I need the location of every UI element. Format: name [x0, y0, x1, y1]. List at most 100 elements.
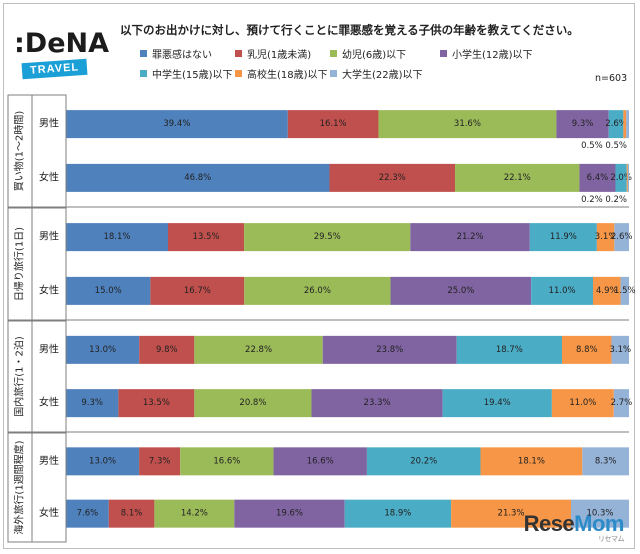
data-label: 39.4% — [163, 119, 190, 129]
watermark-subtext: リセマム — [598, 536, 625, 543]
data-label: 18.9% — [384, 509, 411, 519]
dena-travel-logo: :DeNA TRAVEL — [14, 28, 110, 80]
data-label: 7.3% — [149, 456, 171, 466]
legend-label: 乳児(1歳未満) — [247, 50, 312, 61]
legend-item: 小学生(12歳)以下 — [440, 46, 533, 61]
bar-segment — [118, 389, 195, 418]
data-label: 20.2% — [410, 456, 437, 466]
bar-segment — [108, 499, 155, 528]
data-label: 6.4% — [587, 173, 609, 183]
bar-segment — [562, 335, 612, 364]
bar-segment — [66, 335, 140, 364]
legend-label: 幼児(6歳)以下 — [342, 50, 407, 61]
data-label: 22.3% — [379, 173, 406, 183]
data-label: 25.0% — [447, 286, 474, 296]
legend-swatch — [235, 50, 242, 57]
bar-segment — [378, 110, 557, 139]
row-label: 男性 — [39, 342, 59, 355]
data-label: 14.2% — [181, 509, 208, 519]
bar-segment — [244, 223, 411, 252]
bar-segment — [623, 110, 627, 139]
data-label: 11.9% — [550, 232, 577, 242]
bar-segment — [613, 389, 629, 418]
legend-item: 乳児(1歳未満) — [235, 46, 311, 61]
data-label: 2.7% — [611, 398, 633, 408]
bar-segment — [139, 447, 181, 476]
row-label: 男性 — [39, 454, 59, 467]
data-label: 16.1% — [320, 119, 347, 129]
data-label: 2.0% — [610, 173, 632, 183]
bar-segment — [614, 223, 629, 252]
bar-segment — [66, 110, 288, 139]
bar-segment — [66, 389, 119, 418]
bar-segment — [451, 499, 572, 528]
bar-segment — [627, 163, 629, 192]
legend-item: 高校生(18歳)以下 — [235, 66, 328, 81]
group-label: 買い物(1〜2時間) — [13, 111, 26, 192]
data-label: 31.6% — [454, 119, 481, 129]
data-label: 13.5% — [193, 232, 220, 242]
data-label: 21.3% — [498, 509, 525, 519]
bar-segment — [410, 223, 530, 252]
data-label: 46.8% — [184, 173, 211, 183]
legend-item: 中学生(15歳)以下 — [140, 66, 233, 81]
bar-segment — [615, 163, 627, 192]
bar-segment — [620, 276, 629, 305]
bar-segment — [66, 163, 330, 192]
bar-segment — [551, 389, 614, 418]
bar-segment — [66, 223, 169, 252]
data-label: 1.5% — [614, 286, 636, 296]
data-label: 19.6% — [276, 509, 303, 519]
bar-segment — [66, 276, 151, 305]
row-label-box — [31, 320, 67, 433]
logo-text: :DeNA — [14, 28, 110, 59]
watermark-text-a: Rese — [523, 511, 575, 536]
bar-segment — [366, 447, 481, 476]
bar-segment — [593, 276, 621, 305]
bar-segment — [66, 447, 140, 476]
data-label: 16.6% — [307, 456, 334, 466]
data-label: 21.2% — [457, 232, 484, 242]
bar-segment — [626, 163, 628, 192]
data-label: 18.1% — [518, 456, 545, 466]
bar-segment — [579, 163, 616, 192]
bar-segment — [287, 110, 379, 139]
data-label: 18.1% — [103, 232, 130, 242]
data-label: 23.3% — [364, 398, 391, 408]
bar-segment — [582, 447, 629, 476]
small-values-label: 0.2% 0.2% — [581, 195, 627, 205]
data-label: 8.8% — [576, 345, 598, 355]
legend-swatch — [330, 50, 337, 57]
bar-segment — [244, 276, 391, 305]
small-values-label: 0.5% 0.5% — [581, 141, 627, 151]
row-label-box — [31, 432, 67, 543]
bar-segment — [168, 223, 245, 252]
bar-segment — [273, 447, 367, 476]
legend-item: 幼児(6歳)以下 — [330, 46, 406, 61]
bar-segment — [571, 499, 629, 528]
row-label: 男性 — [39, 117, 59, 130]
data-label: 4.9% — [596, 286, 618, 296]
bar-segment — [456, 335, 563, 364]
legend-label: 中学生(15歳)以下 — [152, 70, 233, 81]
legend-label: 高校生(18歳)以下 — [247, 70, 328, 81]
data-label: 7.6% — [77, 509, 99, 519]
data-label: 10.3% — [586, 509, 613, 519]
resemom-watermark: ReseMom リセマム — [523, 511, 625, 544]
bar-segment — [480, 447, 583, 476]
bar-segment — [529, 223, 597, 252]
bar-segment — [194, 389, 312, 418]
watermark-text-b: Mom — [574, 511, 624, 536]
data-label: 13.0% — [89, 456, 116, 466]
data-label: 2.6% — [605, 119, 627, 129]
data-label: 3.1% — [609, 345, 631, 355]
legend-swatch — [330, 70, 337, 77]
legend-swatch — [235, 70, 242, 77]
data-label: 20.8% — [239, 398, 266, 408]
bar-segment — [66, 499, 109, 528]
bar-segment — [344, 499, 452, 528]
data-label: 22.8% — [245, 345, 272, 355]
data-label: 15.0% — [95, 286, 122, 296]
data-label: 13.0% — [89, 345, 116, 355]
